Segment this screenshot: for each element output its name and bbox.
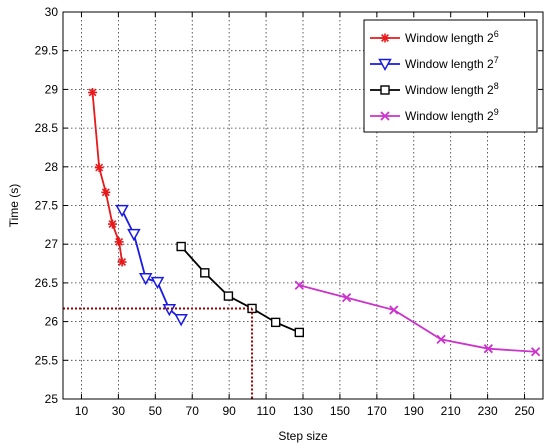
data-point: [200, 268, 210, 278]
legend-marker: [378, 58, 392, 72]
legend-exponent: 8: [494, 81, 499, 91]
series-layer: [63, 87, 541, 399]
y-tick-label: 28.5: [35, 121, 59, 135]
x-tick-label: 70: [186, 404, 200, 418]
data-point: [114, 237, 124, 247]
series-9: [294, 280, 541, 357]
series-line: [180, 245, 300, 334]
x-tick-label: 170: [367, 404, 387, 418]
legend-exponent: 6: [494, 29, 499, 39]
data-point: [115, 204, 129, 218]
data-point: [162, 303, 177, 317]
series-line: [91, 92, 123, 263]
legend-label: Window length 26: [405, 29, 499, 45]
series-8: [176, 241, 305, 338]
series-line: [299, 284, 536, 353]
x-tick-label: 190: [404, 404, 424, 418]
plot-frame: [62, 11, 544, 400]
legend-marker: [380, 85, 390, 95]
legend-label: Window length 27: [405, 55, 499, 71]
data-point: [88, 87, 98, 97]
y-tick-label: 28: [45, 160, 59, 174]
y-tick-label: 26: [45, 315, 59, 329]
data-point: [127, 228, 141, 242]
legend-entry-8: Window length 28: [370, 81, 499, 97]
data-point: [94, 163, 104, 173]
legend-exponent: 7: [494, 55, 499, 65]
y-tick-label: 25.5: [35, 353, 59, 367]
data-point: [483, 344, 493, 354]
data-point: [341, 292, 352, 303]
x-tick-label: 110: [257, 404, 276, 418]
legend-entry-9: Window length 29: [370, 107, 499, 123]
data-point: [138, 273, 153, 286]
data-point: [117, 257, 127, 267]
legend-label: Window length 29: [405, 107, 499, 123]
x-tick-label: 210: [441, 404, 461, 418]
x-tick-label: 10: [75, 404, 89, 418]
data-point: [270, 317, 281, 328]
legend-entry-6: Window length 26: [370, 29, 499, 45]
series-7: [115, 204, 188, 327]
y-tick-label: 29: [45, 82, 59, 96]
data-point: [389, 305, 399, 315]
legend-marker: [380, 111, 390, 121]
legend: Window length 26 Window length 27 Window l…: [363, 19, 538, 133]
data-point: [530, 347, 541, 357]
ticks: 10 30 50 70 90 110 130 150 170 190 210 230 250 25 25.5…: [35, 5, 543, 418]
data-point: [176, 241, 186, 252]
y-tick-label: 27: [45, 237, 59, 251]
y-axis-label: Time (s): [7, 184, 21, 228]
legend-label: Window length 28: [405, 81, 499, 97]
legend-exponent: 9: [494, 107, 499, 117]
x-tick-label: 90: [222, 404, 236, 418]
data-point: [294, 327, 305, 338]
data-point: [150, 276, 165, 290]
x-tick-label: 50: [149, 404, 163, 418]
y-tick-label: 29.5: [35, 44, 59, 58]
series-6: [88, 87, 127, 267]
x-tick-label: 150: [330, 404, 350, 418]
legend-entry-7: Window length 27: [370, 55, 499, 72]
y-tick-label: 30: [45, 5, 59, 19]
y-tick-label: 26.5: [35, 276, 59, 290]
data-point: [101, 187, 111, 197]
x-tick-label: 250: [515, 404, 535, 418]
data-point: [174, 314, 188, 327]
data-point: [436, 334, 446, 345]
y-tick-label: 25: [45, 392, 59, 406]
y-tick-label: 27.5: [35, 199, 59, 213]
x-axis-label: Step size: [278, 429, 328, 443]
x-tick-label: 130: [293, 404, 313, 418]
data-point: [294, 280, 304, 290]
x-tick-label: 230: [478, 404, 498, 418]
x-tick-label: 30: [112, 404, 126, 418]
legend-marker: [380, 33, 390, 43]
series-line: [121, 209, 182, 320]
data-point: [223, 291, 234, 301]
data-point: [107, 219, 117, 229]
